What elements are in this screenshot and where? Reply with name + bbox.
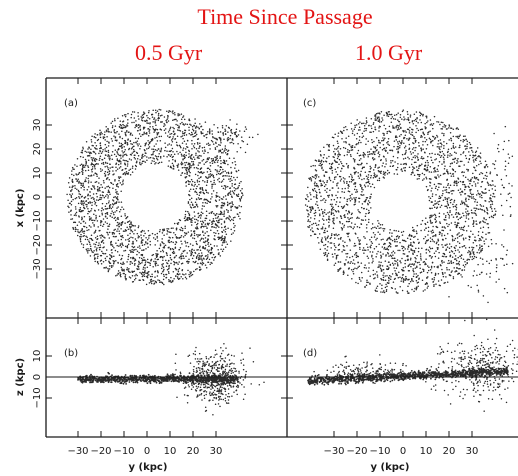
x-tick-label-right: 20: [443, 446, 456, 457]
bottom-ytick-label: 0: [32, 374, 43, 380]
panel-a-label: (a): [64, 98, 78, 109]
top-ytick-label: −10: [32, 210, 43, 231]
x-tick-label-right: −10: [369, 446, 390, 457]
x-tick-label-right: −30: [323, 446, 344, 457]
axis-ticks: [46, 78, 473, 437]
panel-d-label: (d): [303, 348, 317, 359]
bottom-ytick-label: 10: [32, 350, 43, 363]
top-y-axis-title: x (kpc): [15, 189, 26, 228]
time-label-right: 1.0 Gyr: [355, 40, 423, 65]
x-tick-label-right: 0: [400, 446, 406, 457]
top-ytick-label: 0: [32, 194, 43, 200]
x-tick-label-right: 10: [420, 446, 433, 457]
x-tick-label-right: −20: [346, 446, 367, 457]
x-axis-title-left: y (kpc): [129, 462, 168, 473]
figure-title: Time Since Passage: [197, 4, 373, 29]
panel-b-particles: [77, 342, 265, 416]
x-tick-label-left: −10: [113, 446, 134, 457]
x-tick-label-left: 20: [187, 446, 200, 457]
bottom-y-axis-title: z (kpc): [15, 358, 26, 396]
bottom-ytick-label: −10: [32, 387, 43, 408]
panel-b-label: (b): [64, 348, 78, 359]
x-tick-label-left: −30: [67, 446, 88, 457]
top-ytick-label: −20: [32, 234, 43, 255]
x-tick-label-left: 10: [164, 446, 177, 457]
panel-a-particles: [66, 108, 259, 286]
x-tick-label-left: −20: [90, 446, 111, 457]
x-tick-label-right: 30: [466, 446, 479, 457]
time-label-left: 0.5 Gyr: [135, 40, 203, 65]
x-tick-label-left: 30: [210, 446, 223, 457]
top-ytick-label: −30: [32, 258, 43, 279]
top-ytick-label: 20: [32, 143, 43, 156]
panel-c-particles: [304, 109, 514, 321]
top-ytick-label: 30: [32, 119, 43, 132]
panel-c-label: (c): [303, 98, 316, 109]
x-axis-title-right: y (kpc): [371, 462, 410, 473]
panel-d-particles: [307, 319, 518, 412]
top-ytick-label: 10: [32, 167, 43, 180]
x-tick-label-left: 0: [144, 446, 150, 457]
